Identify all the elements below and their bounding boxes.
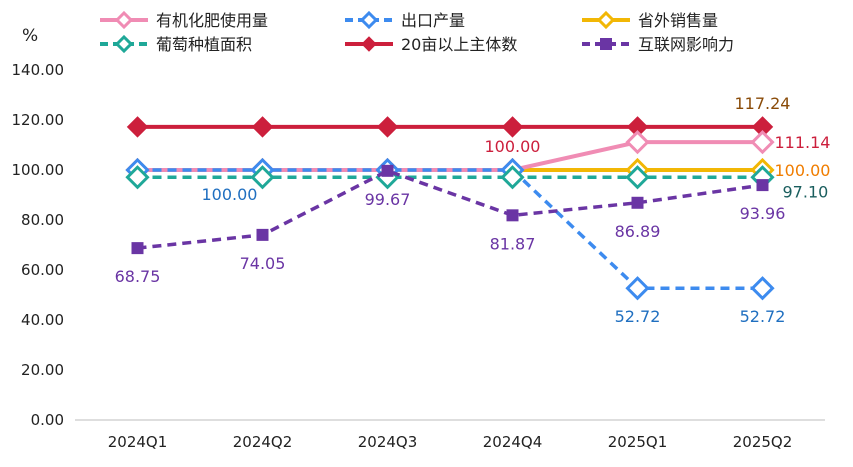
data-label: 52.72 (740, 307, 786, 326)
y-tick-label: 40.00 (21, 311, 64, 329)
y-unit-label: % (22, 26, 38, 46)
x-tick-label: 2024Q2 (233, 433, 293, 451)
legend-swatch-marker (361, 36, 377, 52)
data-point (631, 196, 644, 209)
legend-swatch-marker (114, 10, 134, 30)
legend-entry-label: 省外销售量 (638, 11, 718, 30)
x-tick-label: 2024Q3 (358, 433, 418, 451)
data-point (625, 276, 650, 301)
legend-entry-label: 互联网影响力 (638, 35, 734, 54)
legend-entry-label: 葡萄种植面积 (156, 35, 252, 54)
data-label: 100.00 (775, 161, 831, 180)
data-point (506, 209, 519, 222)
legend-swatch-marker (359, 10, 379, 30)
data-label: 81.87 (490, 234, 536, 253)
series-line (137, 168, 763, 250)
data-point (625, 130, 650, 155)
data-point (750, 276, 775, 301)
data-point (500, 165, 525, 190)
y-axis-ticks: 0.00 20.00 40.00 60.00 80.00 100.00 120.00 140.… (12, 61, 65, 429)
data-point (625, 165, 650, 190)
data-point (376, 116, 399, 138)
data-point (501, 116, 524, 138)
series-0 (125, 130, 775, 183)
data-label: 93.96 (740, 204, 786, 223)
data-label: 100.00 (202, 185, 258, 204)
data-label: 86.89 (615, 222, 661, 241)
data-point (131, 242, 144, 255)
y-tick-label: 0.00 (31, 411, 64, 429)
data-point (381, 164, 394, 177)
data-point (126, 116, 149, 138)
x-tick-label: 2025Q2 (733, 433, 793, 451)
series-layer (125, 116, 775, 301)
y-tick-label: 100.00 (12, 161, 65, 179)
data-labels: 68.75 74.05 99.67 81.87 86.89 93.96 100.00 100.… (115, 94, 831, 326)
data-label: 52.72 (615, 307, 661, 326)
series-5 (131, 164, 769, 255)
series-line (137, 140, 763, 172)
data-label: 97.10 (783, 182, 829, 201)
x-axis-ticks: 2024Q1 2024Q2 2024Q3 2024Q4 2025Q1 2025Q2 (108, 433, 793, 451)
y-tick-label: 120.00 (12, 111, 65, 129)
data-label: 100.00 (485, 137, 541, 156)
y-tick-label: 80.00 (21, 211, 64, 229)
legend-swatch-marker (114, 34, 134, 54)
y-tick-label: 140.00 (12, 61, 65, 79)
x-tick-label: 2024Q1 (108, 433, 168, 451)
legend-swatch-marker (600, 38, 612, 50)
x-tick-label: 2025Q1 (608, 433, 668, 451)
series-1 (125, 157, 775, 301)
data-label: 117.24 (735, 94, 791, 113)
legend-entry-label: 20亩以上主体数 (401, 35, 517, 54)
x-tick-label: 2024Q4 (483, 433, 543, 451)
series-3 (125, 165, 775, 190)
legend-swatch-marker (596, 10, 616, 30)
y-tick-label: 60.00 (21, 261, 64, 279)
data-point (756, 179, 769, 192)
data-label: 68.75 (115, 267, 161, 286)
legend-entry-label: 出口产量 (401, 11, 465, 30)
data-point (125, 165, 150, 190)
data-label: 111.14 (775, 133, 831, 152)
data-label: 99.67 (365, 190, 411, 209)
legend-entry-label: 有机化肥使用量 (156, 11, 268, 30)
data-point (750, 130, 775, 155)
data-point (251, 116, 274, 138)
series-4 (126, 116, 774, 138)
data-point (250, 165, 275, 190)
data-point (256, 228, 269, 241)
y-tick-label: 20.00 (21, 361, 64, 379)
data-label: 74.05 (240, 254, 286, 273)
